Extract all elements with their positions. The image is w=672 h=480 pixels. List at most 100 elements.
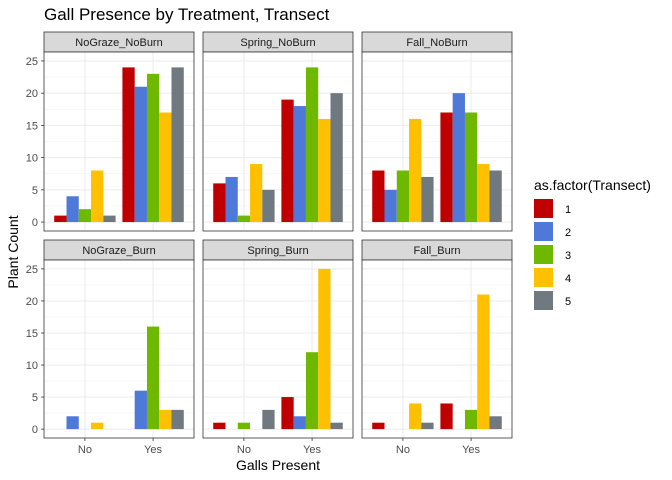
y-tick-label: 25 (26, 264, 38, 276)
y-tick-label: 15 (26, 328, 38, 340)
legend-label: 3 (565, 250, 571, 262)
bar (318, 268, 331, 430)
y-tick-label: 10 (26, 360, 38, 372)
bar (464, 409, 478, 430)
bar (421, 422, 434, 430)
bar (171, 67, 184, 223)
x-tick-label: No (237, 444, 251, 456)
legend-key (534, 291, 553, 310)
bar (421, 176, 434, 223)
bar (477, 164, 490, 223)
bar (237, 422, 251, 430)
y-axis-title: Plant Count (5, 215, 21, 288)
bar (146, 73, 160, 223)
legend-key (534, 268, 553, 287)
legend: as.factor(Transect) 1 2 3 4 5 (534, 177, 651, 310)
x-axis-title: Galls Present (236, 457, 320, 473)
bar (225, 176, 238, 223)
bar (54, 215, 67, 223)
bar (293, 416, 306, 430)
bar (440, 112, 453, 223)
bar (237, 215, 251, 223)
bar (171, 409, 184, 430)
bar (477, 294, 490, 430)
facet-strip-label: NoGraze_NoBurn (75, 37, 162, 49)
bar (293, 106, 306, 223)
bar (281, 397, 294, 430)
bar (213, 422, 226, 430)
bar (372, 422, 385, 430)
facet-strip-label: Spring_NoBurn (240, 37, 315, 49)
bar (281, 99, 294, 223)
y-tick-label: 20 (26, 88, 38, 100)
bar (372, 170, 385, 223)
facet-strip-label: Fall_NoBurn (406, 37, 467, 49)
bar (91, 422, 104, 430)
bar (78, 209, 92, 223)
facet-panels: NoGraze_NoBurn 0 5 10 15 20 25 Spring_NoBurn Fal… (26, 31, 513, 456)
legend-label: 2 (565, 227, 571, 239)
y-tick-label: 10 (26, 153, 38, 165)
bar (103, 215, 116, 223)
facet-panel: Fall_NoBurn (361, 31, 513, 232)
legend-label: 5 (565, 296, 571, 308)
panel-border (43, 51, 195, 232)
y-tick-label: 0 (32, 424, 38, 436)
bar (134, 86, 147, 223)
bar (330, 422, 343, 430)
bar (440, 403, 453, 430)
bar (384, 189, 397, 223)
bar (396, 170, 410, 223)
panel-border (202, 259, 354, 439)
y-tick-label: 20 (26, 296, 38, 308)
legend-key (534, 222, 553, 241)
bar (305, 352, 319, 430)
bar (262, 189, 275, 223)
legend-title: as.factor(Transect) (534, 177, 651, 193)
facet-panel: NoGraze_NoBurn 0 5 10 15 20 25 (26, 31, 195, 232)
bar (330, 93, 343, 223)
facet-panel: NoGraze_Burn 0 5 10 15 20 25 No Yes (26, 239, 195, 456)
bar (452, 93, 465, 223)
bar (159, 112, 172, 223)
facet-panel: Fall_Burn No Yes (361, 239, 513, 456)
bar (262, 409, 275, 430)
x-tick-label: Yes (462, 444, 480, 456)
legend-label: 1 (565, 204, 571, 216)
bar (409, 118, 422, 223)
facet-panel: Spring_NoBurn (202, 31, 354, 232)
bar (66, 416, 79, 430)
x-tick-label: No (78, 444, 92, 456)
bar (489, 170, 502, 223)
x-tick-label: No (396, 444, 410, 456)
bar (318, 118, 331, 223)
legend-key (534, 245, 553, 264)
panel-border (361, 259, 513, 439)
bar (305, 67, 319, 223)
y-tick-label: 0 (32, 217, 38, 229)
bar (159, 409, 172, 430)
y-tick-label: 5 (32, 392, 38, 404)
chart-title: Gall Presence by Treatment, Transect (44, 5, 330, 24)
legend-label: 4 (565, 273, 571, 285)
y-tick-label: 25 (26, 56, 38, 68)
bar (489, 416, 502, 430)
facet-panel: Spring_Burn No Yes (202, 239, 354, 456)
bar (250, 164, 263, 223)
panel-border (361, 51, 513, 232)
bar (409, 403, 422, 430)
legend-key (534, 199, 553, 218)
bar (66, 196, 79, 223)
facet-strip-label: Spring_Burn (247, 245, 308, 257)
bar (91, 170, 104, 223)
panel-border (43, 259, 195, 439)
bar (213, 183, 226, 223)
bar (464, 112, 478, 223)
bar (122, 67, 135, 223)
y-tick-label: 5 (32, 185, 38, 197)
panel-border (202, 51, 354, 232)
bar (134, 390, 147, 430)
y-tick-label: 15 (26, 120, 38, 132)
facet-strip-label: NoGraze_Burn (82, 245, 155, 257)
